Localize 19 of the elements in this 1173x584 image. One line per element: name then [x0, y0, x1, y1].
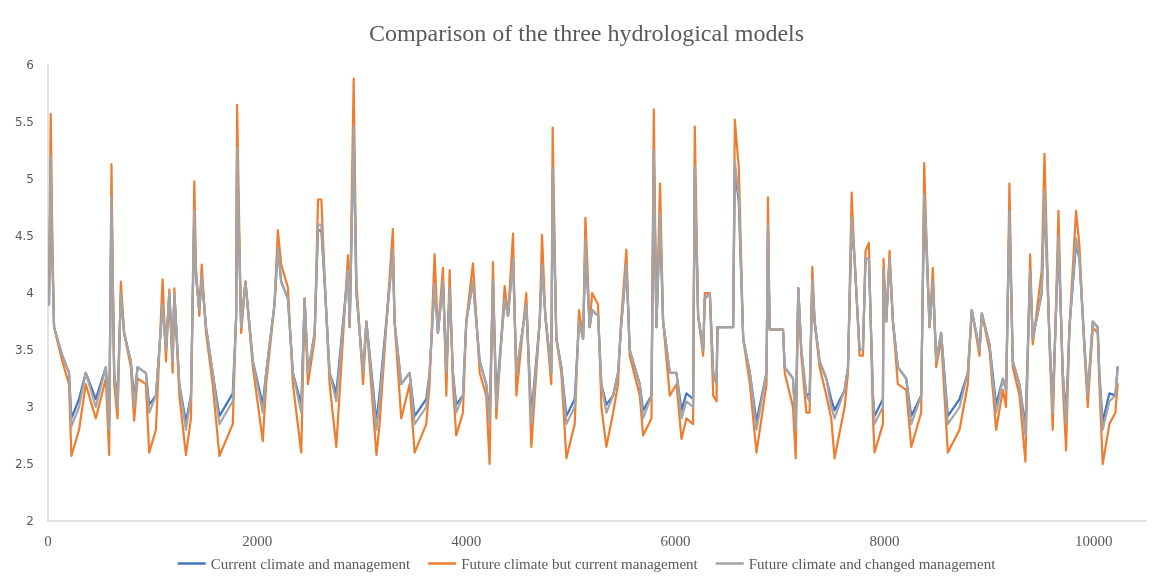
x-tick-label: 4000	[451, 532, 482, 549]
y-tick-label: 6	[26, 58, 34, 72]
y-tick-label: 3.5	[14, 343, 34, 357]
legend-label: Current climate and management	[210, 555, 412, 572]
x-tick-label: 10000	[1074, 532, 1113, 549]
y-tick-label: 2	[26, 514, 34, 528]
x-tick-label: 8000	[869, 532, 900, 549]
y-tick-label: 5.5	[14, 115, 34, 129]
x-tick-label: 6000	[660, 532, 691, 549]
y-tick-label: 4.5	[14, 229, 34, 243]
y-tick-label: 3	[26, 400, 34, 414]
x-tick-label: 0	[44, 532, 52, 549]
y-tick-label: 4	[26, 286, 34, 300]
legend-label: Future climate and changed management	[748, 555, 997, 572]
x-tick-label: 2000	[242, 532, 273, 549]
legend-label: Future climate but current management	[461, 555, 699, 572]
chart-title: Comparison of the three hydrological models	[368, 20, 805, 46]
y-tick-label: 2.5	[14, 457, 34, 471]
y-tick-label: 5	[26, 172, 34, 186]
